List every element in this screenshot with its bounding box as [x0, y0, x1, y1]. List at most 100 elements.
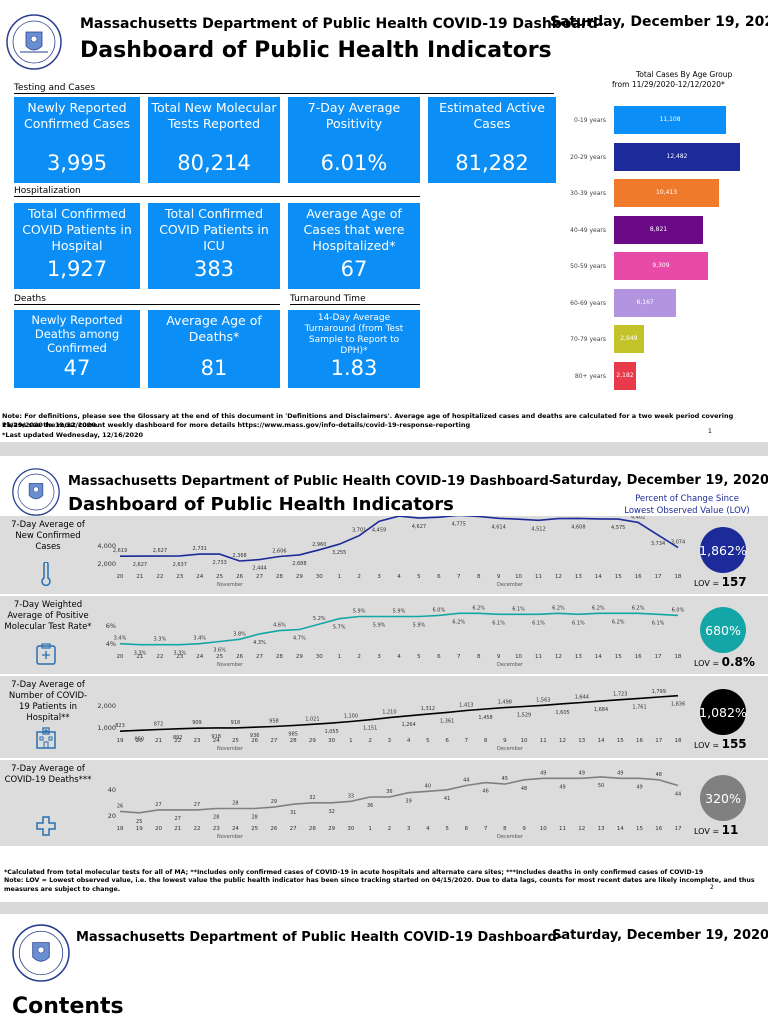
x-tick-label: 28: [276, 574, 283, 580]
data-point-label: 909: [192, 720, 202, 726]
data-point-label: 5.9%: [393, 609, 406, 615]
data-point-label: 6.1%: [572, 620, 585, 626]
age-group-bar: 9,309: [614, 252, 708, 280]
x-tick-label: 29: [296, 654, 303, 660]
data-point-label: 985: [288, 732, 298, 738]
data-point-label: 29: [271, 799, 277, 805]
data-point-label: 4,775: [452, 521, 466, 527]
lov-label: LOV =: [694, 659, 720, 668]
data-point-label: 2,368: [232, 553, 246, 559]
x-tick-label: 2: [357, 574, 361, 580]
data-point-label: 28: [252, 815, 258, 821]
page-title: Dashboard of Public Health Indicators: [68, 494, 454, 515]
data-point-label: 31: [290, 810, 296, 816]
kpi-label: Average Age of Cases that were Hospitali…: [303, 206, 405, 253]
x-tick-label: 18: [675, 738, 682, 744]
y-tick-label: 4,000: [97, 542, 116, 550]
data-point-label: 5.9%: [353, 609, 366, 615]
trend-series-line: [119, 694, 679, 732]
age-group-bar: 2,182: [614, 361, 637, 390]
x-tick-label: 9: [497, 574, 501, 580]
row-divider: [0, 594, 768, 596]
data-point-label: 27: [155, 802, 161, 808]
kpi-tile-positivity: 7-Day Average Positivity 6.01%: [288, 97, 420, 183]
footnote-definitions: *Calculated from total molecular tests f…: [4, 869, 704, 876]
x-tick-label: 16: [635, 654, 642, 660]
age-group-bar: 6,167: [614, 288, 677, 317]
section-deaths-label: Deaths: [14, 294, 280, 305]
data-point-label: 1,723: [613, 692, 627, 698]
x-tick-label: 7: [465, 738, 469, 744]
lov-label: LOV =: [694, 579, 720, 588]
kpi-tile-death-age: Average Age of Deaths* 81: [148, 310, 280, 388]
trend-rows: 7-Day Average of New Confirmed Cases 4,00…: [0, 516, 768, 846]
x-tick-label: 3: [377, 654, 381, 660]
data-point-label: 892: [173, 735, 183, 741]
data-point-label: 4,602: [551, 516, 565, 517]
x-tick-label: 15: [615, 574, 622, 580]
kpi-value: 47: [63, 356, 91, 380]
x-tick-label: 25: [232, 738, 239, 744]
x-tick-label: 15: [636, 826, 643, 832]
data-point-label: 5.2%: [313, 616, 326, 622]
data-point-label: 25: [136, 819, 142, 825]
month-label: December: [497, 746, 524, 752]
kpi-label: Total Confirmed COVID Patients in ICU: [159, 206, 269, 253]
department-title: Massachusetts Department of Public Healt…: [68, 474, 555, 489]
trend-series-line: [119, 612, 679, 646]
data-point-label: 2,960: [312, 542, 326, 548]
data-point-label: 36: [367, 803, 373, 809]
hospital-icon: [36, 727, 56, 749]
lov-readout: LOV = 157: [694, 575, 747, 589]
kpi-label: Total Confirmed COVID Patients in Hospit…: [22, 206, 132, 253]
trend-series-line: [119, 516, 679, 562]
x-tick-label: 26: [270, 826, 277, 832]
x-tick-label: 18: [117, 826, 124, 832]
x-tick-label: 30: [316, 654, 323, 660]
percent-change-badge: 320%: [700, 775, 746, 821]
kpi-label: Average Age of Deaths*: [166, 313, 262, 344]
percent-change-badge: 680%: [700, 607, 746, 653]
age-group-label: 30-39 years: [570, 190, 606, 197]
age-group-bar-value: 10,413: [656, 189, 678, 196]
data-point-label: 1,563: [536, 697, 550, 703]
x-tick-label: 6: [437, 654, 441, 660]
age-group-label: 60-69 years: [570, 299, 606, 307]
x-tick-label: 18: [675, 654, 682, 660]
data-point-label: 1,498: [498, 700, 512, 706]
department-title: Massachusetts Department of Public Healt…: [76, 930, 563, 945]
data-point-label: 6.2%: [592, 605, 605, 611]
data-point-label: 2,637: [173, 562, 187, 568]
x-tick-label: 29: [309, 738, 316, 744]
x-tick-label: 20: [136, 738, 143, 744]
x-tick-label: 10: [515, 574, 522, 580]
percent-change-line2: Lowest Observed Value (LOV): [624, 506, 750, 516]
data-point-label: 1,644: [575, 694, 589, 700]
last-updated-note: *Last updated Wednesday, 12/16/2020: [2, 431, 144, 439]
data-point-label: 2,627: [153, 548, 167, 554]
x-tick-label: 27: [256, 574, 263, 580]
data-point-label: 6.2%: [452, 619, 465, 625]
x-tick-label: 12: [555, 574, 562, 580]
data-point-label: 6.2%: [552, 605, 565, 611]
data-point-label: 918: [211, 734, 221, 740]
data-point-label: 1,312: [421, 706, 435, 712]
x-tick-label: 5: [445, 826, 449, 832]
month-label: December: [497, 582, 524, 588]
x-tick-label: 20: [117, 574, 124, 580]
x-tick-label: 16: [636, 738, 643, 744]
trend-line-chart: 4,000 2,000 2,619 2,627 2,627 2,637 2,731 2,733…: [97, 516, 685, 588]
data-point-label: 6.0%: [433, 607, 446, 613]
row-divider: [0, 674, 768, 676]
kpi-tile-new-cases: Newly Reported Confirmed Cases 3,995: [14, 97, 140, 183]
data-point-label: 3.6%: [213, 647, 226, 653]
x-tick-label: 22: [193, 826, 200, 832]
x-tick-label: 26: [236, 574, 243, 580]
data-point-label: 48: [521, 786, 527, 792]
kpi-value: 81,282: [455, 151, 529, 175]
lov-readout: LOV = 155: [694, 737, 747, 751]
data-point-label: 4,608: [571, 524, 585, 530]
medical-cross-icon: [36, 816, 56, 836]
data-point-label: 3.8%: [233, 631, 246, 637]
data-point-label: 32: [328, 809, 334, 815]
